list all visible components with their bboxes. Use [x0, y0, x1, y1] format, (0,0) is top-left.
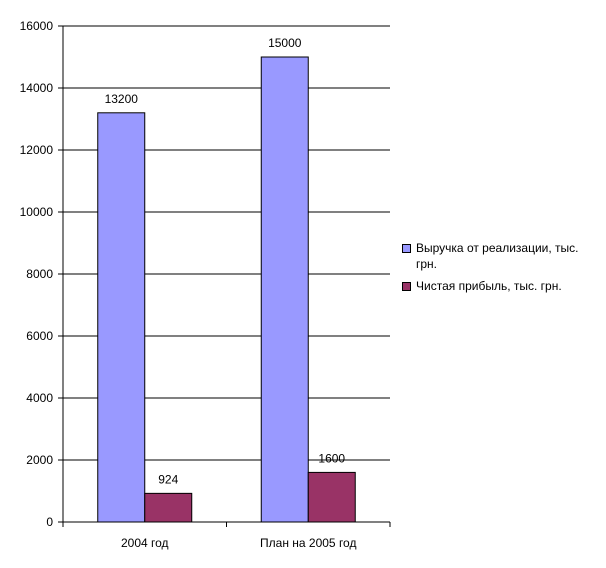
y-tick-label: 8000	[26, 267, 53, 281]
legend-swatch-profit	[402, 282, 411, 291]
legend-swatch-revenue	[402, 244, 411, 253]
y-tick-label: 16000	[20, 19, 54, 33]
bar-profit	[307, 471, 356, 523]
y-tick-label: 0	[46, 515, 53, 529]
legend-label-revenue: Выручка от реализации, тыс. грн.	[416, 241, 579, 271]
bar-revenue	[97, 112, 146, 523]
bar-profit	[144, 492, 193, 523]
y-tick-label: 6000	[26, 329, 53, 343]
y-tick-label: 2000	[26, 453, 53, 467]
x-tick-label: План на 2005 год	[260, 536, 356, 550]
legend: Выручка от реализации, тыс. грн. Чистая …	[402, 240, 602, 300]
y-tick-label: 4000	[26, 391, 53, 405]
legend-label-profit: Чистая прибыль, тыс. грн.	[416, 279, 562, 293]
y-tick-label: 12000	[20, 143, 54, 157]
legend-item-profit: Чистая прибыль, тыс. грн.	[402, 278, 602, 294]
y-tick-label: 14000	[20, 81, 54, 95]
bar-revenue	[260, 56, 309, 523]
y-tick-label: 10000	[20, 205, 54, 219]
data-label: 15000	[268, 36, 302, 50]
data-label: 1600	[318, 451, 345, 465]
legend-item-revenue: Выручка от реализации, тыс. грн.	[402, 240, 602, 272]
x-tick-label: 2004 год	[121, 536, 169, 550]
data-label: 13200	[105, 92, 139, 106]
data-label: 924	[158, 472, 178, 486]
